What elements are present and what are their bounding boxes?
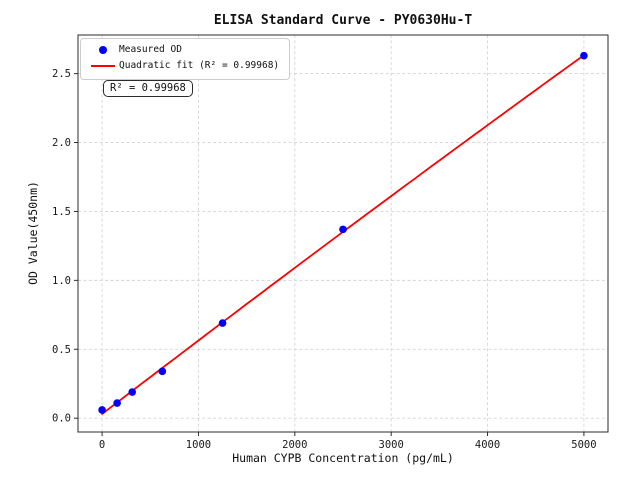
data-point [580,51,588,60]
y-tick-label: 0.0 [52,413,71,425]
quadratic-fit-line [101,54,585,415]
r-squared-annotation: R² = 0.99968 [103,80,193,97]
legend-label-measured-od: Measured OD [119,44,182,55]
chart-title: ELISA Standard Curve - PY0630Hu-T [213,13,473,28]
legend: Measured OD Quadratic fit (R² = 0.99968) [80,38,291,80]
y-axis-label: OD Value(450nm) [26,181,40,285]
x-tick-label: 1000 [186,439,211,451]
x-axis-label: Human CYPB Concentration (pg/mL) [232,451,454,465]
y-tick-label: 2.0 [52,137,71,149]
data-point [98,406,106,414]
fit-line-icon [87,65,119,68]
data-point [339,225,347,234]
y-tick-label: 1.0 [52,275,71,287]
x-tick-label: 0 [99,439,105,451]
y-tick-label: 2.5 [52,68,71,80]
legend-label-quadratic-fit: Quadratic fit (R² = 0.99968) [119,60,280,72]
legend-item-quadratic-fit: Quadratic fit (R² = 0.99968) [87,59,279,73]
data-point [158,367,167,376]
x-tick-label: 4000 [475,439,500,451]
legend-item-measured-od: Measured OD [87,43,279,57]
y-tick-label: 1.5 [52,206,71,218]
data-point [218,319,227,327]
y-tick-label: 0.5 [52,344,71,356]
x-tick-label: 3000 [379,439,404,451]
x-tick-label: 2000 [282,439,307,451]
plot-border [77,34,609,433]
data-point [113,399,121,407]
data-point [128,388,137,396]
x-tick-label: 5000 [571,439,596,451]
measured-od-dot-icon [87,46,119,55]
